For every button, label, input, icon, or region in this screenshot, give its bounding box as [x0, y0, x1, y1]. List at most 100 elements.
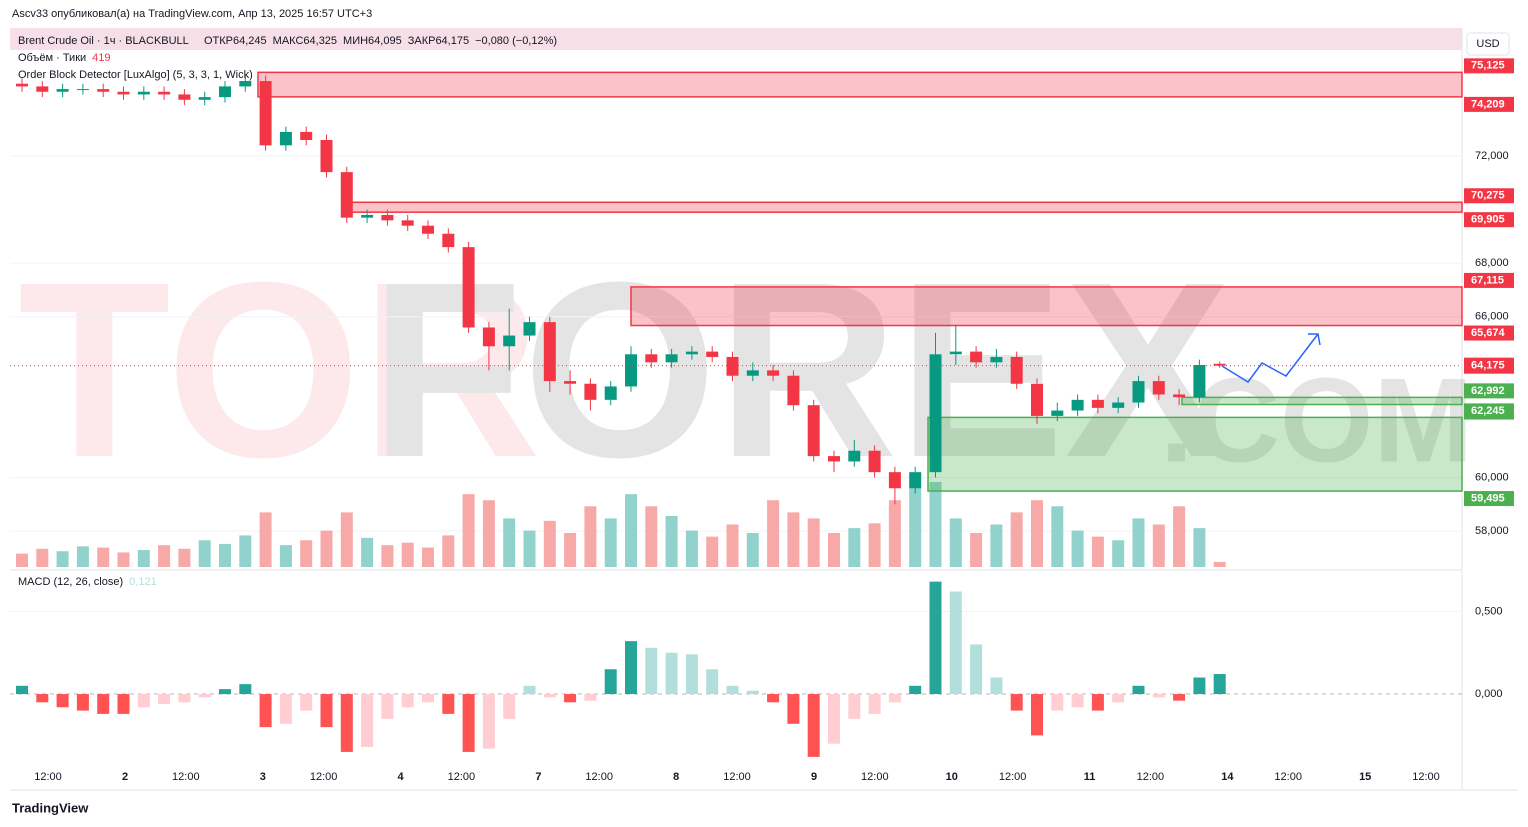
- volume-bar: [117, 552, 130, 567]
- legend-ohlc: МИН64,095: [343, 35, 402, 47]
- currency[interactable]: USD: [1476, 38, 1499, 50]
- price-label-box: [1464, 272, 1514, 288]
- volume-bar: [300, 540, 313, 567]
- volume-bar: [462, 494, 475, 567]
- volume-bar: [36, 548, 49, 567]
- order-block: [927, 416, 1463, 492]
- candle-body: [807, 405, 820, 457]
- macd-bar: [56, 694, 69, 708]
- y-tick-label: 66,000: [1475, 311, 1509, 323]
- candle-body: [868, 450, 881, 473]
- macd-bar: [1173, 694, 1186, 701]
- order-block: [257, 71, 1463, 98]
- candle-body: [422, 225, 434, 234]
- candle-body: [848, 450, 861, 462]
- candle-body: [381, 214, 394, 221]
- macd-bar: [604, 669, 617, 695]
- price-label-box: [1464, 58, 1514, 74]
- macd-bar: [726, 685, 739, 695]
- candle-body: [1010, 356, 1023, 384]
- volume-bar: [1152, 524, 1165, 567]
- macd-bar: [1152, 694, 1165, 698]
- volume-bar: [158, 545, 171, 567]
- x-tick-label: 2: [122, 771, 128, 783]
- volume-bar: [381, 545, 394, 567]
- y-tick-label: 60,000: [1475, 471, 1509, 483]
- volume-bar: [178, 548, 191, 567]
- macd-bar: [564, 694, 577, 703]
- macd-bar: [909, 685, 922, 695]
- watermark: TOR FOREX .COM: [18, 230, 1473, 509]
- candle-body: [625, 354, 637, 387]
- candle-body: [888, 472, 901, 489]
- volume-bar: [990, 524, 1003, 567]
- macd-bar: [503, 694, 516, 719]
- currency-button[interactable]: [1466, 32, 1510, 56]
- candle-body: [16, 83, 28, 87]
- price-label: 67,115: [1471, 274, 1504, 286]
- volume-bar: [340, 512, 353, 567]
- watermark-part: TOR: [18, 230, 541, 509]
- macd-bar: [543, 694, 556, 698]
- candle-body: [300, 131, 313, 140]
- candle-body: [726, 356, 739, 376]
- volume-bar: [137, 550, 150, 567]
- candle-body: [76, 89, 89, 91]
- y-tick-label: 58,000: [1475, 525, 1509, 537]
- macd-bar: [1132, 685, 1145, 695]
- macd-bar: [990, 677, 1003, 695]
- candle-body: [462, 247, 475, 328]
- volume-bar: [584, 506, 597, 567]
- macd-bar: [239, 684, 252, 695]
- candle-body: [1031, 383, 1043, 416]
- price-label: 75,125: [1471, 60, 1505, 72]
- footer-logo[interactable]: TradingView: [12, 800, 89, 815]
- x-tick-label: 10: [946, 771, 958, 783]
- legend-indicator: Order Block Detector [LuxAlgo] (5, 3, 3,…: [18, 69, 253, 81]
- volume-bar: [1112, 540, 1125, 567]
- price-label-box: [1464, 491, 1514, 507]
- volume-bar: [888, 500, 901, 567]
- macd-bar: [1031, 694, 1043, 736]
- volume-bar: [807, 518, 820, 567]
- candle-body: [279, 131, 292, 146]
- volume-bar: [198, 540, 211, 567]
- candle-body: [645, 354, 658, 363]
- candle-body: [604, 386, 617, 400]
- volume-bar: [1031, 500, 1043, 567]
- macd-bar: [828, 694, 840, 744]
- candle-body: [239, 81, 252, 87]
- x-tick-label: 12:00: [585, 771, 613, 783]
- volume-bar: [56, 551, 69, 567]
- candle-body: [97, 89, 110, 92]
- volume-bar: [645, 506, 658, 567]
- macd-bar: [888, 694, 901, 703]
- y-tick-label: 72,000: [1475, 150, 1509, 162]
- price-label-box: [1464, 188, 1514, 204]
- macd-bar: [158, 694, 171, 704]
- macd-bar: [320, 694, 333, 728]
- macd-bar: [340, 694, 353, 752]
- price-label: 65,674: [1471, 327, 1506, 339]
- macd-bar: [198, 694, 211, 698]
- macd-bar: [929, 581, 942, 695]
- x-tick-label: 12:00: [999, 771, 1027, 783]
- macd-bar: [36, 694, 49, 703]
- price-label: 59,495: [1471, 492, 1505, 504]
- candle-body: [564, 381, 577, 384]
- macd-bar: [767, 694, 780, 703]
- volume-bar: [219, 543, 231, 567]
- x-tick-label: 4: [398, 771, 405, 783]
- x-tick-label: 12:00: [723, 771, 751, 783]
- price-label-box: [1464, 325, 1514, 341]
- candle-body: [929, 354, 942, 473]
- legend-ohlc: ЗАКР64,175: [408, 35, 469, 47]
- volume-bar: [442, 535, 455, 567]
- x-tick-label: 12:00: [1274, 771, 1302, 783]
- projection-arrow: [1221, 333, 1319, 384]
- candle-body: [523, 322, 536, 336]
- x-tick-label: 12:00: [1412, 771, 1440, 783]
- volume-bar: [949, 518, 962, 567]
- legend-bar: [10, 28, 1462, 50]
- volume-bar: [929, 482, 942, 567]
